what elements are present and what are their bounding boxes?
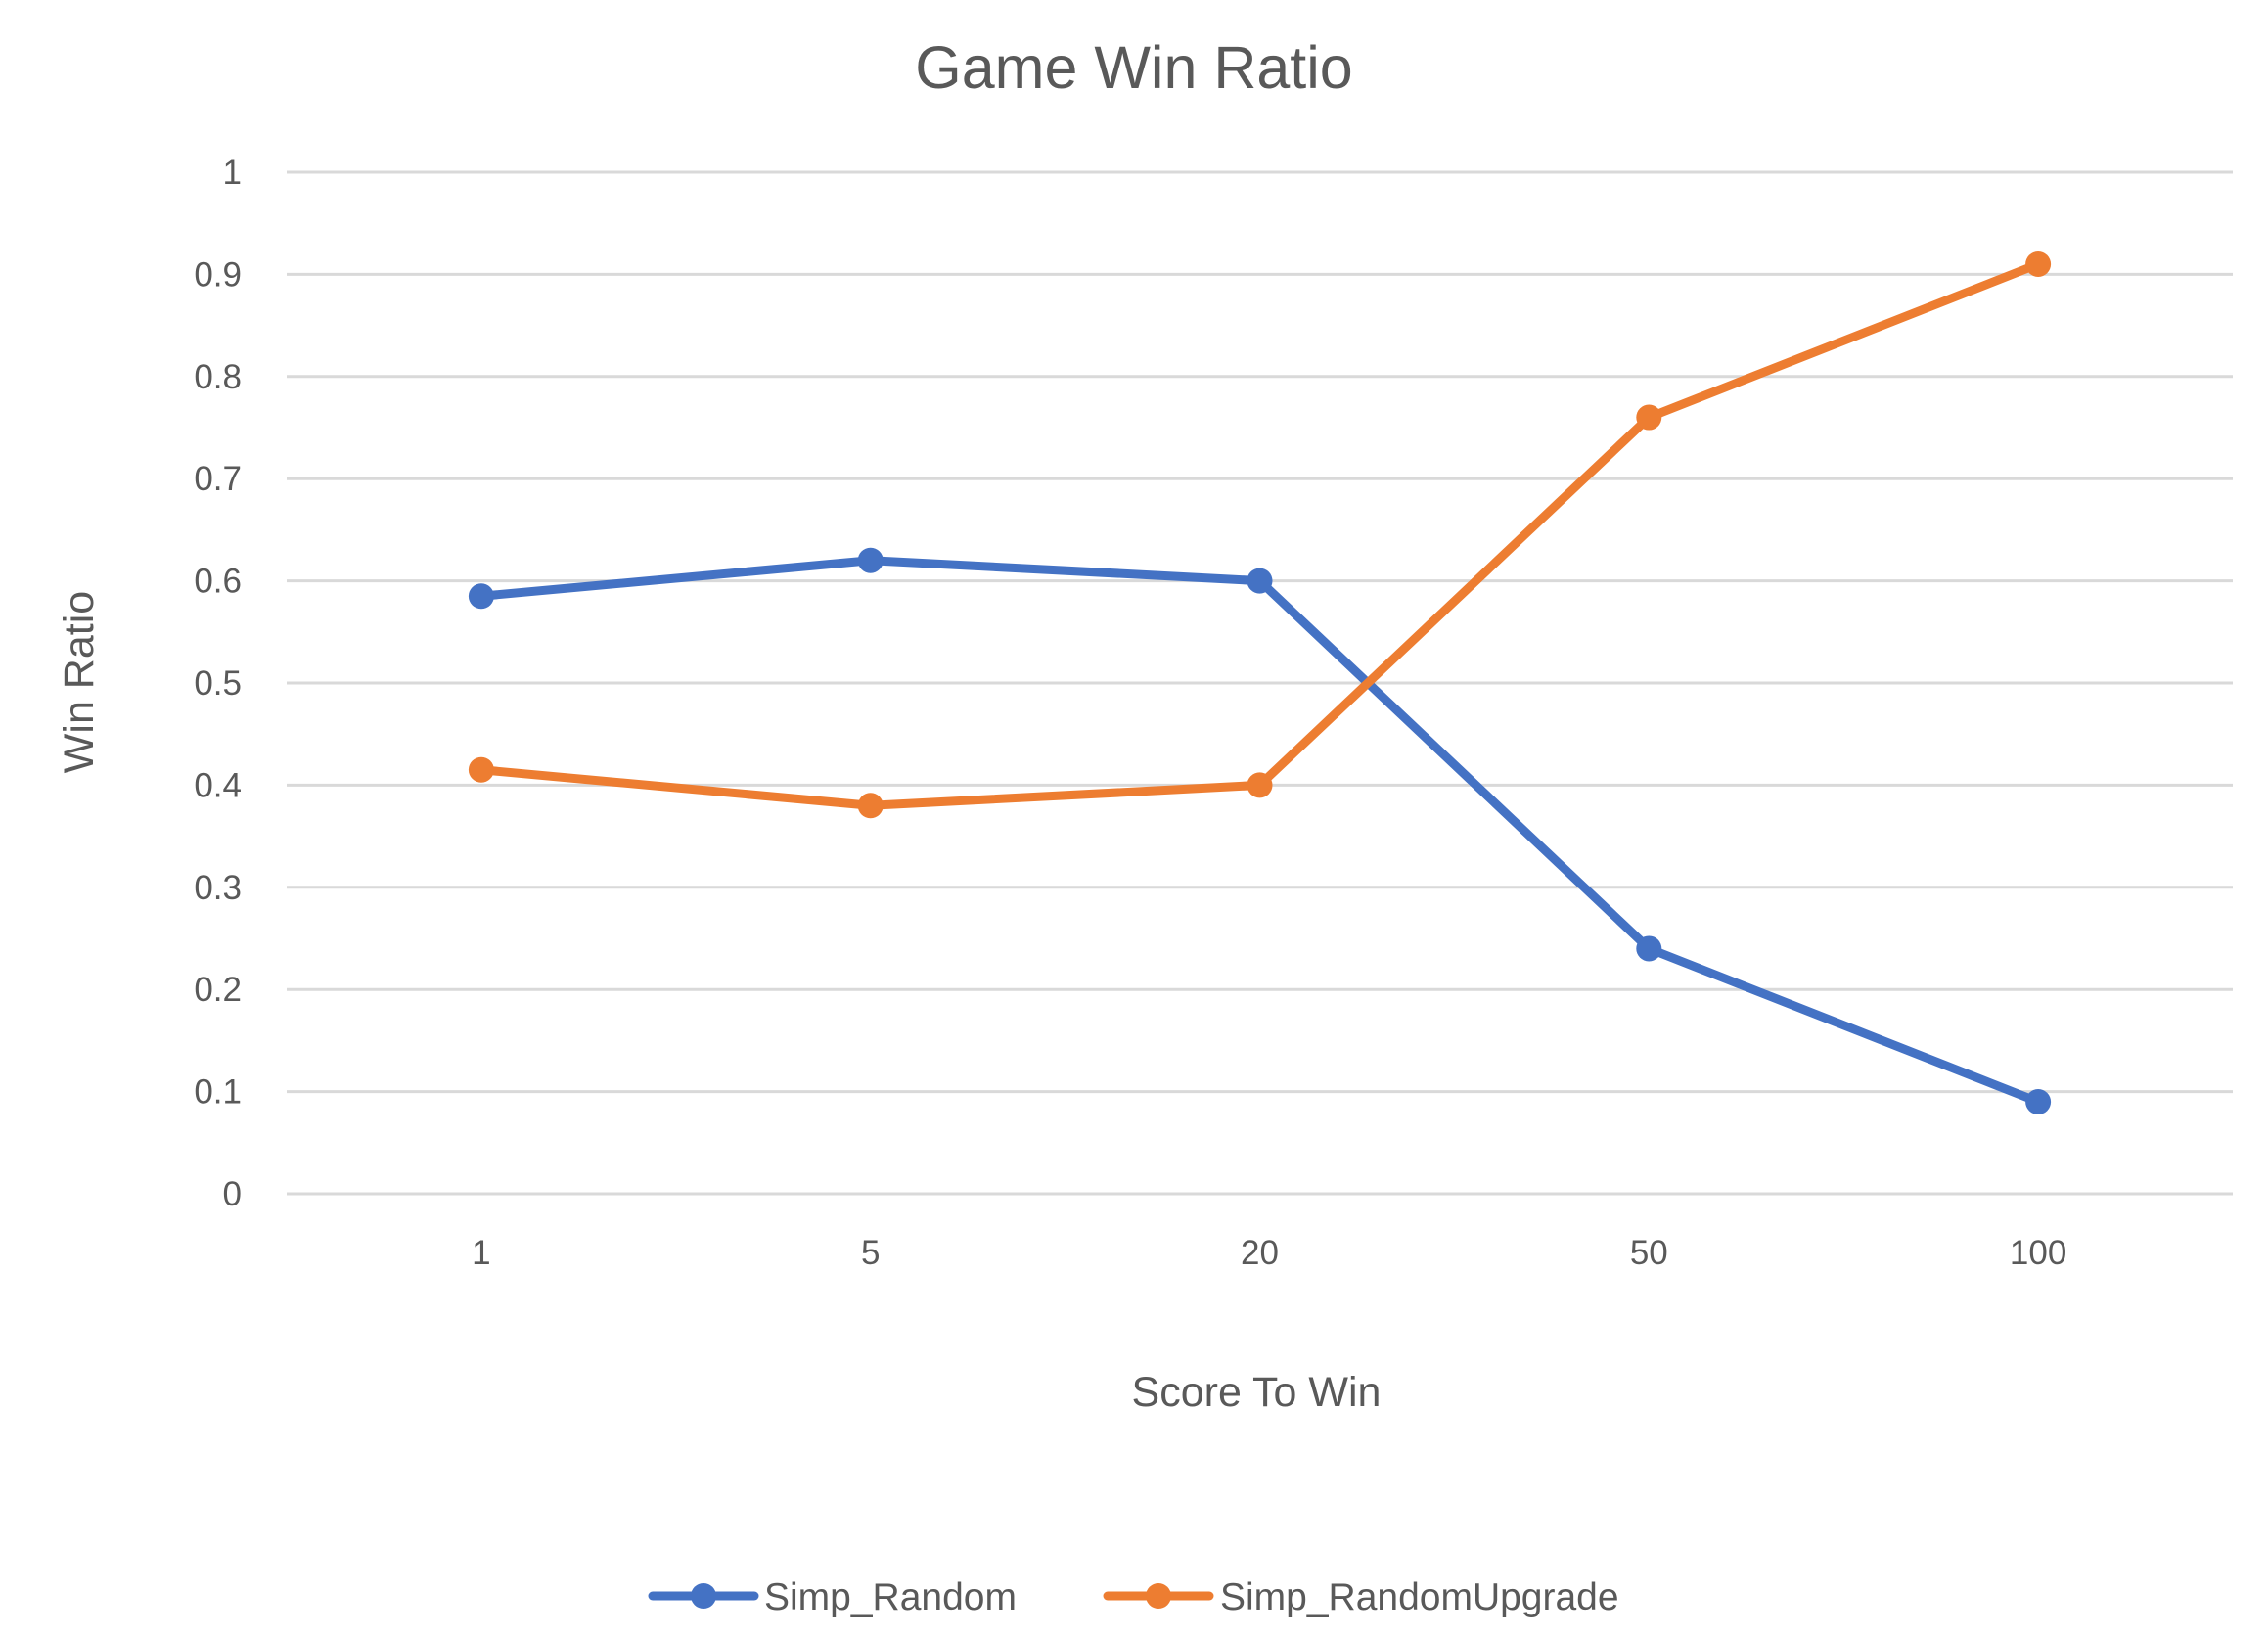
y-tick-label: 0.7 [194,460,242,498]
legend-label: Simp_Random [764,1576,1017,1618]
data-point [857,547,884,573]
legend-marker [691,1583,716,1609]
y-tick-label: 0.5 [194,664,242,703]
x-tick-label: 20 [1241,1234,1279,1272]
chart-title: Game Win Ratio [915,34,1352,101]
legend-marker [1146,1583,1171,1609]
y-tick-label: 0.1 [194,1073,242,1112]
series-line [476,556,2043,1107]
y-tick-label: 0.8 [194,358,242,396]
data-point [857,793,884,819]
y-tick-label: 0.9 [194,255,242,294]
y-tick-label: 0.6 [194,563,242,601]
series-group [468,250,2052,1115]
y-tick-label: 0.4 [194,766,242,804]
x-tick-label: 5 [861,1234,880,1272]
y-tick-label: 0.3 [194,869,242,907]
x-tick-label: 50 [1630,1234,1668,1272]
y-tick-label: 0 [223,1175,242,1213]
y-tick-label: 1 [223,154,242,192]
legend-item: Simp_RandomUpgrade [1103,1576,1619,1618]
legend: Simp_Random Simp_RandomUpgrade [648,1576,1619,1618]
x-axis-title: Score To Win [1132,1369,1382,1416]
gridlines [287,170,2233,1196]
x-axis-ticks: 1 5 20 50 100 [472,1234,2066,1272]
data-point [468,756,494,783]
series-line [476,259,2043,810]
legend-item: Simp_Random [648,1576,1017,1618]
x-tick-label: 100 [2010,1234,2066,1272]
data-point [1247,568,1273,594]
data-point [1636,935,1662,962]
data-point [1247,772,1273,798]
legend-label: Simp_RandomUpgrade [1220,1576,1619,1618]
series-Simp_RandomUpgrade [468,250,2052,819]
data-point [2025,250,2052,277]
y-axis-ticks: 0 0.1 0.2 0.3 0.4 0.5 0.6 0.7 0.8 0.9 1 [194,154,242,1213]
data-point [468,583,494,610]
data-point [1636,404,1662,431]
y-tick-label: 0.2 [194,971,242,1009]
data-point [2025,1089,2052,1115]
y-axis-title: Win Ratio [56,591,103,773]
x-tick-label: 1 [472,1234,490,1272]
series-Simp_Random [468,547,2052,1115]
